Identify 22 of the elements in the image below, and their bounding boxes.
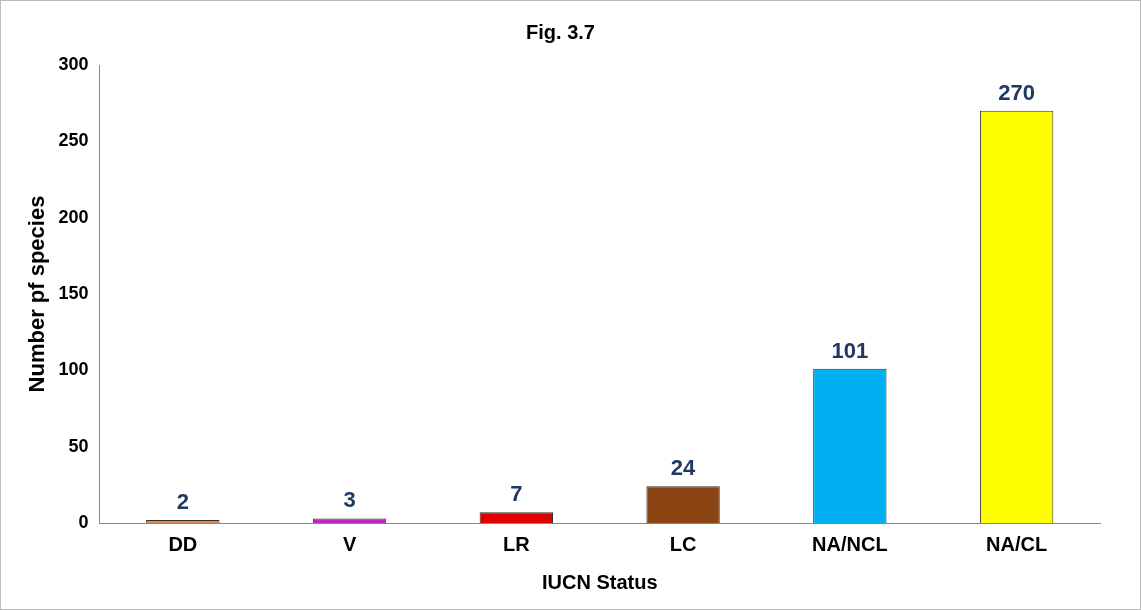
y-tick-label: 50 bbox=[68, 435, 89, 456]
x-axis-title: IUCN Status bbox=[541, 570, 658, 593]
data-label: 7 bbox=[510, 481, 523, 507]
data-label: 270 bbox=[998, 79, 1035, 105]
x-tick-label: DD bbox=[168, 532, 198, 555]
y-axis-title: Number pf species bbox=[24, 195, 50, 393]
y-tick-label: 150 bbox=[58, 282, 89, 303]
data-label: 24 bbox=[670, 455, 697, 481]
data-label: 101 bbox=[831, 337, 869, 363]
chart-title: Fig. 3.7 bbox=[526, 20, 595, 43]
y-tick-label: 200 bbox=[58, 206, 89, 227]
y-tick-label: 300 bbox=[58, 53, 89, 74]
y-tick-label: 0 bbox=[78, 511, 89, 532]
x-tick-label: LR bbox=[503, 532, 531, 555]
data-label: 3 bbox=[343, 487, 356, 513]
y-tick-label: 100 bbox=[58, 359, 89, 380]
x-tick-label: NA/CL bbox=[986, 532, 1048, 555]
data-label: 2 bbox=[176, 489, 189, 515]
y-tick-label: 250 bbox=[58, 130, 89, 151]
x-tick-label: LC bbox=[669, 532, 697, 555]
x-tick-label: V bbox=[342, 532, 357, 555]
x-tick-label: NA/NCL bbox=[812, 532, 888, 555]
